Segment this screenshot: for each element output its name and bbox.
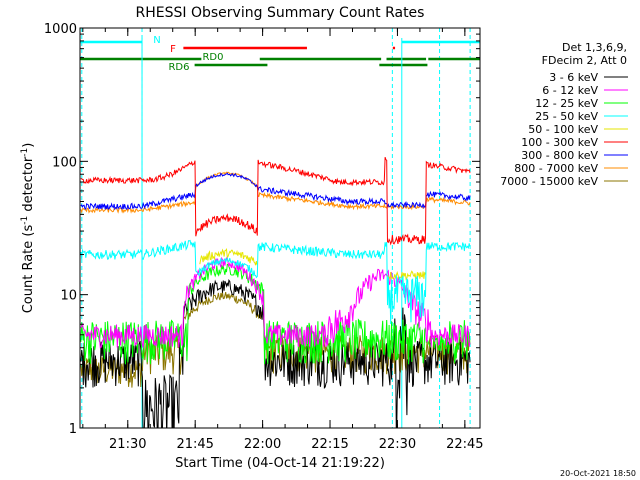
x-tick-label: 22:30 <box>379 437 416 452</box>
x-tick-label: 21:30 <box>109 437 146 452</box>
legend-label: 800 - 7000 keV <box>514 162 598 175</box>
series-line-100-300-kev <box>80 157 471 246</box>
y-axis-label-mid: detector <box>21 156 36 216</box>
flag-label-n: N <box>153 35 160 46</box>
legend-header-1: Det 1,3,6,9, <box>562 41 627 54</box>
legend-label: 12 - 25 keV <box>535 97 598 110</box>
y-axis-label-sup1: -1 <box>20 216 30 225</box>
legend-label: 300 - 800 keV <box>521 149 598 162</box>
timestamp: 20-Oct-2021 18:50 <box>560 469 636 478</box>
y-axis-label-sup2: -1 <box>20 148 30 157</box>
legend-label: 7000 - 15000 keV <box>500 175 598 188</box>
chart-title: RHESSI Observing Summary Count Rates <box>136 5 425 21</box>
legend-label: 25 - 50 keV <box>535 110 598 123</box>
y-axis-label: Count Rate (s-1 detector-1) <box>20 143 36 314</box>
y-axis-label-main: Count Rate (s <box>21 225 36 314</box>
legend-header-2: FDecim 2, Att 0 <box>542 54 627 67</box>
x-tick-label: 22:45 <box>446 437 483 452</box>
x-tick-label: 22:15 <box>311 437 348 452</box>
series-line-7000-15000-kev <box>80 291 471 388</box>
flag-label-rd0: RD0 <box>202 52 223 63</box>
y-tick-label: 10 <box>60 289 77 304</box>
legend-label: 100 - 300 keV <box>521 136 598 149</box>
series-line-300-800-kev <box>80 172 471 211</box>
x-tick-label: 22:00 <box>244 437 281 452</box>
y-tick-label: 1000 <box>44 22 77 37</box>
flag-label-rd6: RD6 <box>168 62 189 73</box>
y-axis: 1 10 100 1000 <box>44 22 480 437</box>
y-axis-label-end: ) <box>21 143 36 148</box>
series-line-3-6-kev <box>80 279 471 428</box>
series-line-800-7000-kev <box>80 171 471 215</box>
y-tick-label: 100 <box>52 155 77 170</box>
x-axis: 21:30 21:45 22:00 22:15 22:30 22:45 <box>82 28 484 452</box>
x-tick-label: 21:45 <box>176 437 213 452</box>
legend-label: 3 - 6 keV <box>549 71 598 84</box>
series-line-25-50-kev <box>80 239 471 325</box>
series-lines <box>80 157 471 428</box>
legend-label: 6 - 12 keV <box>542 84 598 97</box>
flag-label-f: F <box>170 44 176 55</box>
legend-label: 50 - 100 keV <box>528 123 598 136</box>
x-axis-label: Start Time (04-Oct-14 21:19:22) <box>175 456 385 471</box>
legend: Det 1,3,6,9, FDecim 2, Att 0 3 - 6 keV6 … <box>500 41 628 188</box>
plot-frame <box>79 27 481 429</box>
y-tick-label: 1 <box>69 422 77 437</box>
